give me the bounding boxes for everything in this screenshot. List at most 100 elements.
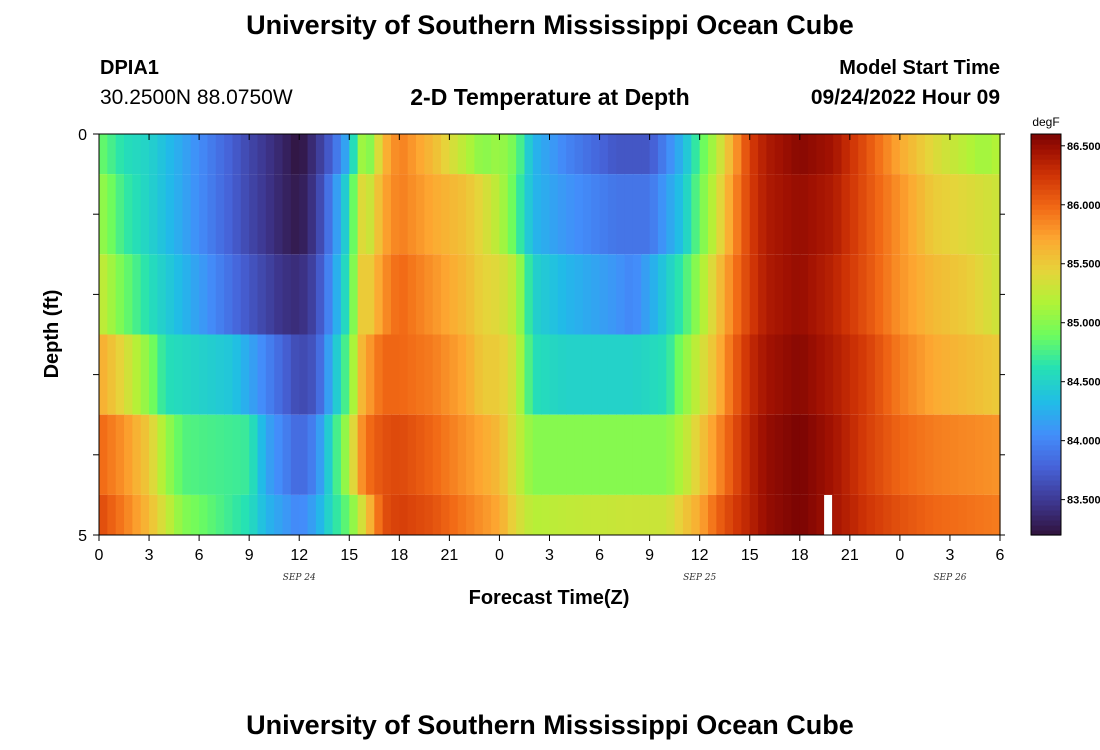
heatmap-cell — [390, 254, 400, 335]
heatmap-cell — [708, 494, 717, 535]
heatmap-cell — [491, 174, 501, 255]
heatmap-cell — [791, 494, 801, 535]
heatmap-cell — [574, 334, 584, 415]
heatmap-cell — [457, 254, 467, 335]
heatmap-cell — [499, 334, 509, 415]
heatmap-cell — [532, 134, 542, 175]
heatmap-cell — [607, 414, 617, 495]
heatmap-cell — [324, 334, 334, 415]
heatmap-cell — [115, 414, 125, 495]
heatmap-cell — [866, 174, 876, 255]
colorbar-segment — [1031, 284, 1061, 290]
heatmap-cell — [232, 134, 242, 175]
x-tick-label: 3 — [945, 547, 954, 564]
heatmap-cell — [174, 334, 184, 415]
heatmap-cell — [524, 334, 534, 415]
heatmap-cell — [649, 174, 659, 255]
heatmap-cell — [257, 254, 267, 335]
heatmap-cell — [849, 414, 859, 495]
heatmap-cell — [883, 174, 893, 255]
heatmap-cell — [466, 254, 476, 335]
heatmap-cell — [190, 334, 200, 415]
heatmap-cell — [833, 174, 843, 255]
heatmap-cell — [783, 254, 793, 335]
heatmap-cell — [416, 334, 425, 415]
heatmap-cell — [566, 174, 576, 255]
heatmap-cell — [783, 134, 793, 175]
heatmap-cell — [799, 174, 809, 255]
heatmap-cell — [207, 494, 217, 535]
station-coordinates: 30.2500N 88.0750W — [100, 86, 293, 109]
colorbar-segment — [1031, 214, 1061, 220]
heatmap-cell — [99, 334, 108, 415]
heatmap-cell — [716, 254, 726, 335]
heatmap-cell — [783, 494, 793, 535]
heatmap-cell — [290, 494, 300, 535]
heatmap-cell — [441, 134, 450, 175]
heatmap-cell — [708, 334, 717, 415]
heatmap-cell — [299, 134, 309, 175]
heatmap-cell — [524, 134, 534, 175]
heatmap-cell — [282, 414, 292, 495]
colorbar-segment — [1031, 514, 1061, 521]
heatmap-cell — [165, 254, 175, 335]
heatmap-cell — [641, 414, 651, 495]
x-tick-label: 3 — [145, 547, 154, 564]
heatmap-cell — [107, 414, 117, 495]
heatmap-cell — [107, 334, 117, 415]
heatmap-cell — [240, 174, 250, 255]
heatmap-cell — [849, 134, 859, 175]
model-start-label: Model Start Time — [839, 57, 1000, 79]
heatmap-cell — [441, 334, 450, 415]
heatmap-cell — [424, 134, 434, 175]
heatmap-cell — [599, 414, 609, 495]
heatmap-cell — [849, 254, 859, 335]
heatmap-cell — [833, 254, 843, 335]
heatmap-cell — [657, 174, 667, 255]
heatmap-cell — [474, 334, 484, 415]
heatmap-cell — [833, 134, 843, 175]
heatmap-cell — [124, 414, 133, 495]
heatmap-cell — [441, 494, 450, 535]
heatmap-cell — [324, 174, 334, 255]
heatmap-cell — [249, 174, 259, 255]
colorbar-segment — [1031, 504, 1061, 511]
heatmap-cell — [524, 254, 534, 335]
heatmap-cell — [399, 134, 409, 175]
heatmap-cell — [466, 174, 476, 255]
heatmap-cell — [399, 494, 409, 535]
heatmap-cell — [474, 254, 484, 335]
colorbar-frame — [1030, 133, 1062, 536]
heatmap-cell — [958, 414, 968, 495]
heatmap-cell — [274, 174, 284, 255]
colorbar-segment — [1031, 314, 1061, 321]
heatmap-cell — [115, 494, 125, 535]
heatmap-cell — [899, 254, 909, 335]
heatmap-cell — [616, 134, 626, 175]
heatmap-cell — [474, 494, 484, 535]
heatmap-cell — [641, 334, 651, 415]
heatmap-cell — [541, 174, 551, 255]
heatmap-cell — [457, 174, 467, 255]
heatmap-cell — [365, 134, 375, 175]
heatmap-cell — [557, 174, 567, 255]
heatmap-cell — [290, 134, 300, 175]
heatmap-cell — [924, 174, 934, 255]
heatmap-cell — [949, 254, 959, 335]
heatmap-cell — [365, 494, 375, 535]
heatmap-cell — [399, 414, 409, 495]
heatmap-cell — [883, 134, 893, 175]
heatmap-cell — [749, 334, 759, 415]
heatmap-cell — [624, 174, 634, 255]
colorbar-segment — [1031, 319, 1061, 326]
heatmap-cell — [232, 254, 242, 335]
heatmap-cell — [457, 334, 467, 415]
heatmap-cell — [949, 414, 959, 495]
heatmap-cell — [682, 174, 692, 255]
heatmap-cell — [657, 334, 667, 415]
heatmap-cell — [349, 494, 359, 535]
heatmap-cell — [140, 174, 150, 255]
heatmap-cell — [933, 174, 943, 255]
colorbar-segment — [1031, 309, 1061, 316]
heatmap-cell — [933, 334, 943, 415]
